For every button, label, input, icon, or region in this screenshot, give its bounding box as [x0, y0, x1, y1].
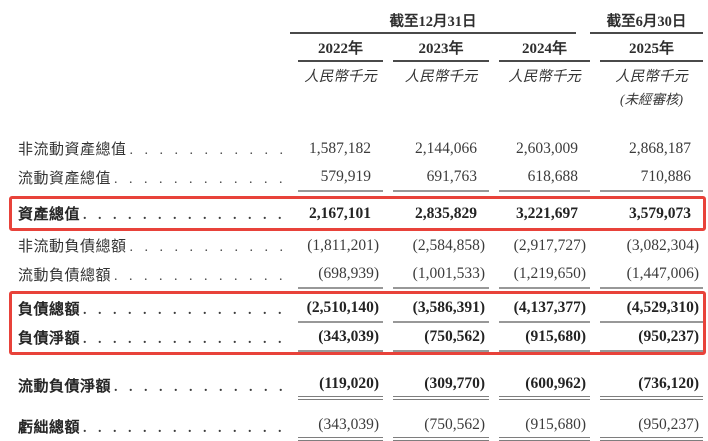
value-cell-2023: (309,770) [393, 371, 489, 400]
value-cell-2022: 579,919 [298, 163, 383, 192]
value-cell-2025: (3,082,304) [626, 236, 699, 254]
value-cell-2025: 710,886 [600, 163, 703, 192]
value-cell-2022: (343,039) [298, 323, 383, 352]
row-label-cell: 非流動負債總額. . . . . . . . . . . . . . . . .… [18, 235, 288, 256]
value-cell-2025: (950,237) [600, 323, 703, 352]
value-cell-2023: (2,584,858) [412, 236, 485, 254]
dot-leader: . . . . . . . . . . . . . . . . . . . . … [114, 172, 288, 187]
row-label-cell: 流動負債總額. . . . . . . . . . . . . . . . . … [18, 264, 288, 285]
table-row: 負債總額. . . . . . . . . . . . . . . . . . … [18, 294, 703, 323]
row-label: 非流動負債總額 [18, 239, 127, 255]
value-cell-2025: (950,237) [600, 412, 703, 441]
value-cell-2023: (3,586,391) [393, 294, 489, 323]
table-row: 流動資產總值. . . . . . . . . . . . . . . . . … [18, 163, 703, 192]
currency-unit-label: 人民幣千元 [304, 68, 377, 85]
value-cell-2023: (750,562) [393, 412, 489, 441]
row-label-cell: 負債總額. . . . . . . . . . . . . . . . . . … [18, 298, 288, 319]
row-label-cell: 資產總值. . . . . . . . . . . . . . . . . . … [18, 203, 288, 224]
currency-unit-label: 人民幣千元 [508, 68, 581, 85]
value-cell-2022: 2,167,101 [309, 204, 371, 222]
value-cell-2024: (2,917,727) [513, 236, 586, 254]
assets-rows-section: 非流動資產總值. . . . . . . . . . . . . . . . .… [18, 134, 703, 192]
table-row: 非流動負債總額. . . . . . . . . . . . . . . . .… [18, 231, 703, 260]
dot-leader: . . . . . . . . . . . . . . . . . . . . … [83, 303, 288, 318]
value-cell-2022: (1,811,201) [307, 236, 379, 254]
value-cell-2023: 2,835,829 [415, 204, 477, 222]
value-cell-2022: (343,039) [298, 412, 383, 441]
row-label: 負債總額 [18, 302, 81, 318]
row-label-cell: 流動負債淨額. . . . . . . . . . . . . . . . . … [18, 375, 288, 396]
unaudited-note: (未經審核) [620, 92, 683, 107]
value-cell-2024: (915,680) [499, 323, 590, 352]
table-row: 負債淨額. . . . . . . . . . . . . . . . . . … [18, 323, 703, 352]
value-cell-2025: 3,579,073 [629, 204, 691, 222]
currency-unit-label: 人民幣千元 [615, 68, 688, 85]
year-2024-header: 2024年 [499, 34, 590, 62]
row-label-cell: 虧絀總額. . . . . . . . . . . . . . . . . . … [18, 416, 288, 437]
dot-leader: . . . . . . . . . . . . . . . . . . . . … [129, 240, 288, 255]
table-row: 資產總值. . . . . . . . . . . . . . . . . . … [18, 199, 703, 228]
value-cell-2024: 2,603,009 [516, 139, 578, 157]
period-june-header: 截至6月30日 [590, 8, 703, 34]
currency-unit-row: 人民幣千元 人民幣千元 人民幣千元 人民幣千元 [18, 62, 703, 88]
dot-leader: . . . . . . . . . . . . . . . . . . . . … [114, 380, 288, 395]
liabilities-rows-section: 非流動負債總額. . . . . . . . . . . . . . . . .… [18, 231, 703, 289]
dot-leader: . . . . . . . . . . . . . . . . . . . . … [83, 208, 288, 223]
table-row: 虧絀總額. . . . . . . . . . . . . . . . . . … [18, 412, 703, 441]
value-cell-2025: (4,529,310) [600, 294, 703, 323]
row-label: 非流動資產總值 [18, 142, 127, 158]
value-cell-2023: (1,001,533) [393, 260, 489, 289]
total-liabilities-highlight-box: 負債總額. . . . . . . . . . . . . . . . . . … [9, 291, 706, 355]
value-cell-2023: (750,562) [393, 323, 489, 352]
total-assets-highlight-box: 資產總值. . . . . . . . . . . . . . . . . . … [9, 196, 706, 231]
table-row: 非流動資產總值. . . . . . . . . . . . . . . . .… [18, 134, 703, 163]
row-label-cell: 負債淨額. . . . . . . . . . . . . . . . . . … [18, 327, 288, 348]
row-label: 資產總值 [18, 207, 81, 223]
row-label: 負債淨額 [18, 331, 81, 347]
value-cell-2022: (2,510,140) [298, 294, 383, 323]
value-cell-2024: (915,680) [499, 412, 590, 441]
net-totals-section: 流動負債淨額. . . . . . . . . . . . . . . . . … [18, 371, 703, 441]
period-header-row: 截至12月31日 截至6月30日 [18, 8, 703, 34]
row-label: 流動資產總值 [18, 171, 112, 187]
value-cell-2025: (1,447,006) [600, 260, 703, 289]
dot-leader: . . . . . . . . . . . . . . . . . . . . … [83, 421, 288, 436]
year-2022-header: 2022年 [298, 34, 383, 62]
row-label-cell: 非流動資產總值. . . . . . . . . . . . . . . . .… [18, 138, 288, 159]
dot-leader: . . . . . . . . . . . . . . . . . . . . … [114, 269, 288, 284]
row-label: 流動負債淨額 [18, 379, 112, 395]
value-cell-2022: (119,020) [298, 371, 383, 400]
value-cell-2024: 3,221,697 [516, 204, 578, 222]
period-december-header: 截至12月31日 [290, 8, 576, 34]
dot-leader: . . . . . . . . . . . . . . . . . . . . … [129, 143, 288, 158]
row-label: 流動負債總額 [18, 268, 112, 284]
year-2023-header: 2023年 [393, 34, 489, 62]
row-label: 虧絀總額 [18, 420, 81, 436]
year-2025-header: 2025年 [600, 34, 703, 62]
table-row: 流動負債總額. . . . . . . . . . . . . . . . . … [18, 260, 703, 289]
value-cell-2025: 2,868,187 [629, 139, 691, 157]
value-cell-2022: (698,939) [298, 260, 383, 289]
value-cell-2025: (736,120) [600, 371, 703, 400]
value-cell-2024: (1,219,650) [499, 260, 590, 289]
year-header-row: 2022年 2023年 2024年 2025年 [18, 34, 703, 62]
currency-unit-label: 人民幣千元 [404, 68, 478, 85]
value-cell-2024: (600,962) [499, 371, 590, 400]
table-row: 流動負債淨額. . . . . . . . . . . . . . . . . … [18, 371, 703, 400]
value-cell-2022: 1,587,182 [309, 139, 371, 157]
value-cell-2024: (4,137,377) [499, 294, 590, 323]
value-cell-2023: 2,144,066 [415, 139, 477, 157]
row-label-cell: 流動資產總值. . . . . . . . . . . . . . . . . … [18, 167, 288, 188]
dot-leader: . . . . . . . . . . . . . . . . . . . . … [83, 332, 288, 347]
value-cell-2023: 691,763 [393, 163, 489, 192]
value-cell-2024: 618,688 [499, 163, 590, 192]
unaudited-note-row: (未經審核) [18, 88, 703, 108]
